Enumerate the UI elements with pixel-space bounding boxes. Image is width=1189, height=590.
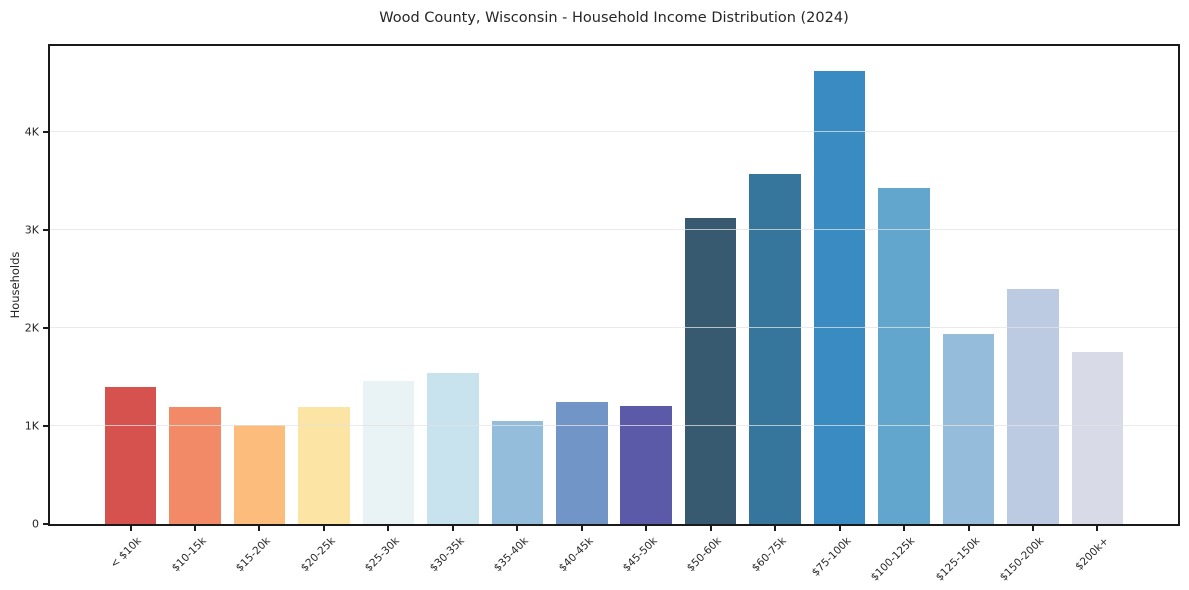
y-tick-mark-1K <box>43 425 48 428</box>
y-tick-label-2K: 2K <box>24 321 39 335</box>
x-tick-label-$35-40k: $35-40k <box>491 535 531 575</box>
y-axis-label: Households <box>8 251 22 319</box>
x-tick-label-$25-30k: $25-30k <box>362 535 402 575</box>
y-tick-mark-2K <box>43 327 48 330</box>
y-tick-label-4K: 4K <box>24 125 39 139</box>
chart-title: Wood County, Wisconsin - Household Incom… <box>379 10 849 26</box>
x-tick-mark-< $10k <box>129 526 132 531</box>
bar-$200k+ <box>1071 352 1124 524</box>
x-tick-mark-$15-20k <box>258 526 261 531</box>
bar-$40-45k <box>555 402 608 524</box>
x-tick-label-$40-45k: $40-45k <box>556 535 596 575</box>
bar-< $10k <box>104 386 157 524</box>
bar-$35-40k <box>491 420 544 524</box>
x-tick-label-$60-75k: $60-75k <box>749 535 789 575</box>
y-tick-label-1K: 1K <box>24 419 39 433</box>
x-tick-mark-$100-125k <box>903 526 906 531</box>
x-tick-label-$20-25k: $20-25k <box>298 535 338 575</box>
bar-$30-35k <box>427 372 479 524</box>
x-tick-mark-$45-50k <box>645 526 648 531</box>
x-tick-label-< $10k: < $10k <box>108 535 145 571</box>
bar-$15-20k <box>233 424 286 524</box>
bar-$125-150k <box>942 333 995 524</box>
x-tick-mark-$150-200k <box>1031 526 1034 531</box>
x-tick-mark-$35-40k <box>516 526 519 531</box>
x-tick-mark-$40-45k <box>580 526 583 531</box>
x-tick-label-$15-20k: $15-20k <box>233 535 273 575</box>
x-tick-mark-$200k+ <box>1096 526 1099 531</box>
x-tick-label-$10-15k: $10-15k <box>169 535 209 575</box>
bar-$60-75k <box>749 173 801 524</box>
plot-area <box>48 44 1180 526</box>
x-tick-label-$30-35k: $30-35k <box>427 535 467 575</box>
x-tick-label-$150-200k: $150-200k <box>997 535 1047 584</box>
gridline-3K <box>50 229 1178 231</box>
x-tick-mark-$10-15k <box>194 526 197 531</box>
y-tick-label-3K: 3K <box>24 223 39 237</box>
x-tick-mark-$75-100k <box>838 526 841 531</box>
bar-$50-60k <box>684 218 737 524</box>
gridline-4K <box>50 131 1178 133</box>
y-tick-mark-0 <box>43 523 48 525</box>
x-tick-label-$45-50k: $45-50k <box>620 535 660 575</box>
gridline-2K <box>50 327 1178 329</box>
x-tick-mark-$30-35k <box>451 526 454 531</box>
x-tick-mark-$60-75k <box>774 526 777 531</box>
x-tick-mark-$20-25k <box>322 526 325 531</box>
bar-$10-15k <box>169 407 221 524</box>
bar-$75-100k <box>813 70 866 524</box>
bar-$45-50k <box>620 405 672 524</box>
y-tick-label-0: 0 <box>32 517 39 531</box>
x-tick-mark-$50-60k <box>709 526 712 531</box>
x-tick-label-$100-125k: $100-125k <box>869 535 918 584</box>
x-tick-label-$200k+: $200k+ <box>1073 535 1111 573</box>
bar-$150-200k <box>1007 289 1059 524</box>
bar-$100-125k <box>878 188 930 524</box>
x-tick-label-$125-150k: $125-150k <box>933 535 983 584</box>
y-tick-mark-3K <box>43 229 48 232</box>
x-tick-mark-$125-150k <box>967 526 970 531</box>
x-tick-label-$75-100k: $75-100k <box>809 535 854 579</box>
y-tick-mark-4K <box>43 131 48 134</box>
gridline-1K <box>50 425 1178 427</box>
bar-$25-30k <box>362 380 415 524</box>
x-tick-mark-$25-30k <box>387 526 390 531</box>
bar-$20-25k <box>298 406 350 524</box>
x-tick-label-$50-60k: $50-60k <box>685 535 725 575</box>
